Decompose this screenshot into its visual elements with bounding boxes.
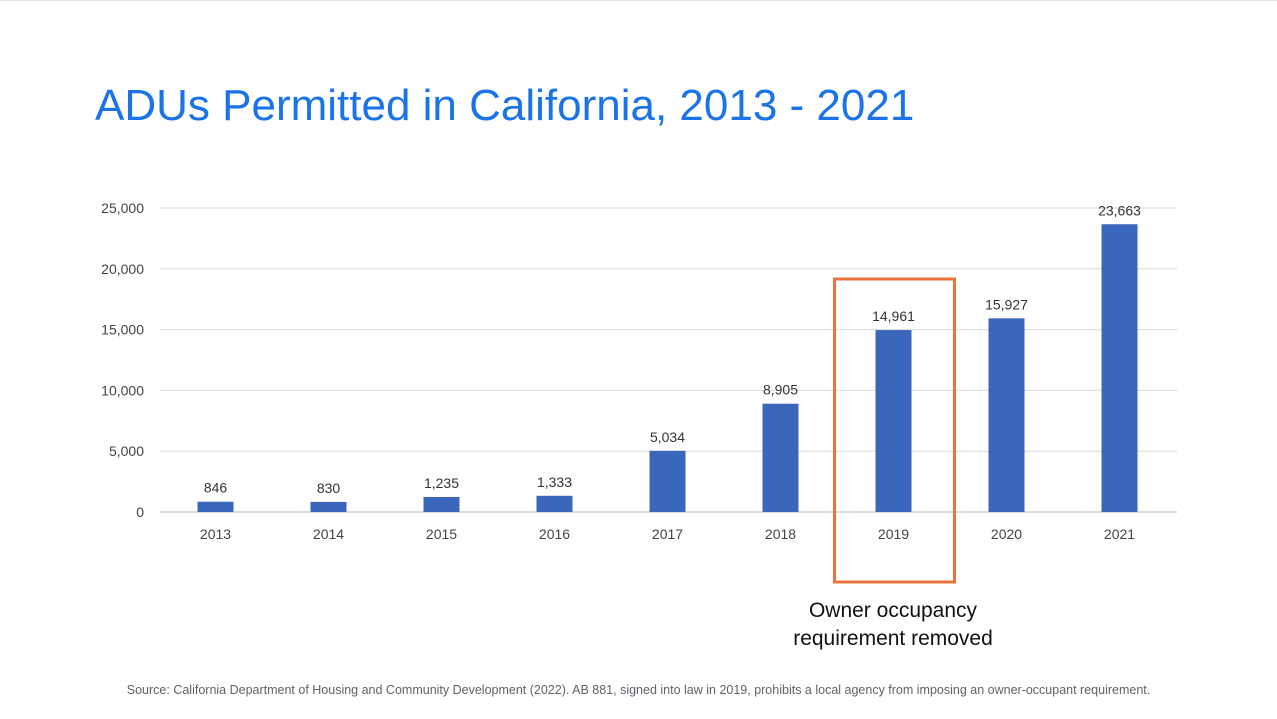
annotation-line-2: requirement removed (793, 627, 993, 650)
bar-2017 (649, 450, 686, 512)
top-divider (0, 0, 1277, 1)
y-tick-label: 10,000 (101, 382, 144, 398)
data-label: 23,663 (1098, 202, 1141, 218)
data-label: 830 (317, 480, 341, 496)
bar-2019 (875, 330, 912, 512)
x-tick-label: 2016 (539, 526, 570, 542)
y-tick-label: 25,000 (101, 200, 144, 216)
x-tick-label: 2018 (765, 526, 796, 542)
x-tick-label: 2019 (878, 526, 909, 542)
annotation-line-1: Owner occupancy (808, 599, 978, 622)
x-tick-label: 2017 (652, 526, 683, 542)
data-label: 1,235 (424, 475, 459, 491)
bar-2021 (1101, 224, 1138, 512)
source-note: Source: California Department of Housing… (126, 683, 1151, 697)
y-tick-label: 5,000 (109, 443, 144, 459)
bar-2015 (423, 496, 460, 512)
y-tick-label: 20,000 (101, 261, 144, 277)
data-label: 8,905 (763, 382, 798, 398)
x-tick-label: 2013 (200, 526, 231, 542)
highlight-box (833, 277, 956, 584)
data-label: 846 (204, 480, 228, 496)
y-tick-label: 0 (136, 504, 144, 520)
data-label: 5,034 (650, 429, 685, 445)
x-tick-label: 2021 (1104, 526, 1135, 542)
x-tick-label: 2014 (313, 526, 344, 542)
data-label: 1,333 (537, 474, 572, 490)
highlight-annotation: Owner occupancy requirement removed (730, 597, 1056, 653)
x-tick-label: 2015 (426, 526, 457, 542)
bar-2013 (197, 501, 234, 512)
bar-2018 (762, 403, 799, 512)
data-label: 15,927 (985, 296, 1028, 312)
x-tick-label: 2020 (991, 526, 1022, 542)
bar-2014 (310, 501, 347, 512)
data-label: 14,961 (872, 308, 915, 324)
bar-2020 (988, 318, 1025, 512)
bar-2016 (536, 495, 573, 512)
y-tick-label: 15,000 (101, 322, 144, 338)
slide-title: ADUs Permitted in California, 2013 - 202… (95, 81, 915, 130)
